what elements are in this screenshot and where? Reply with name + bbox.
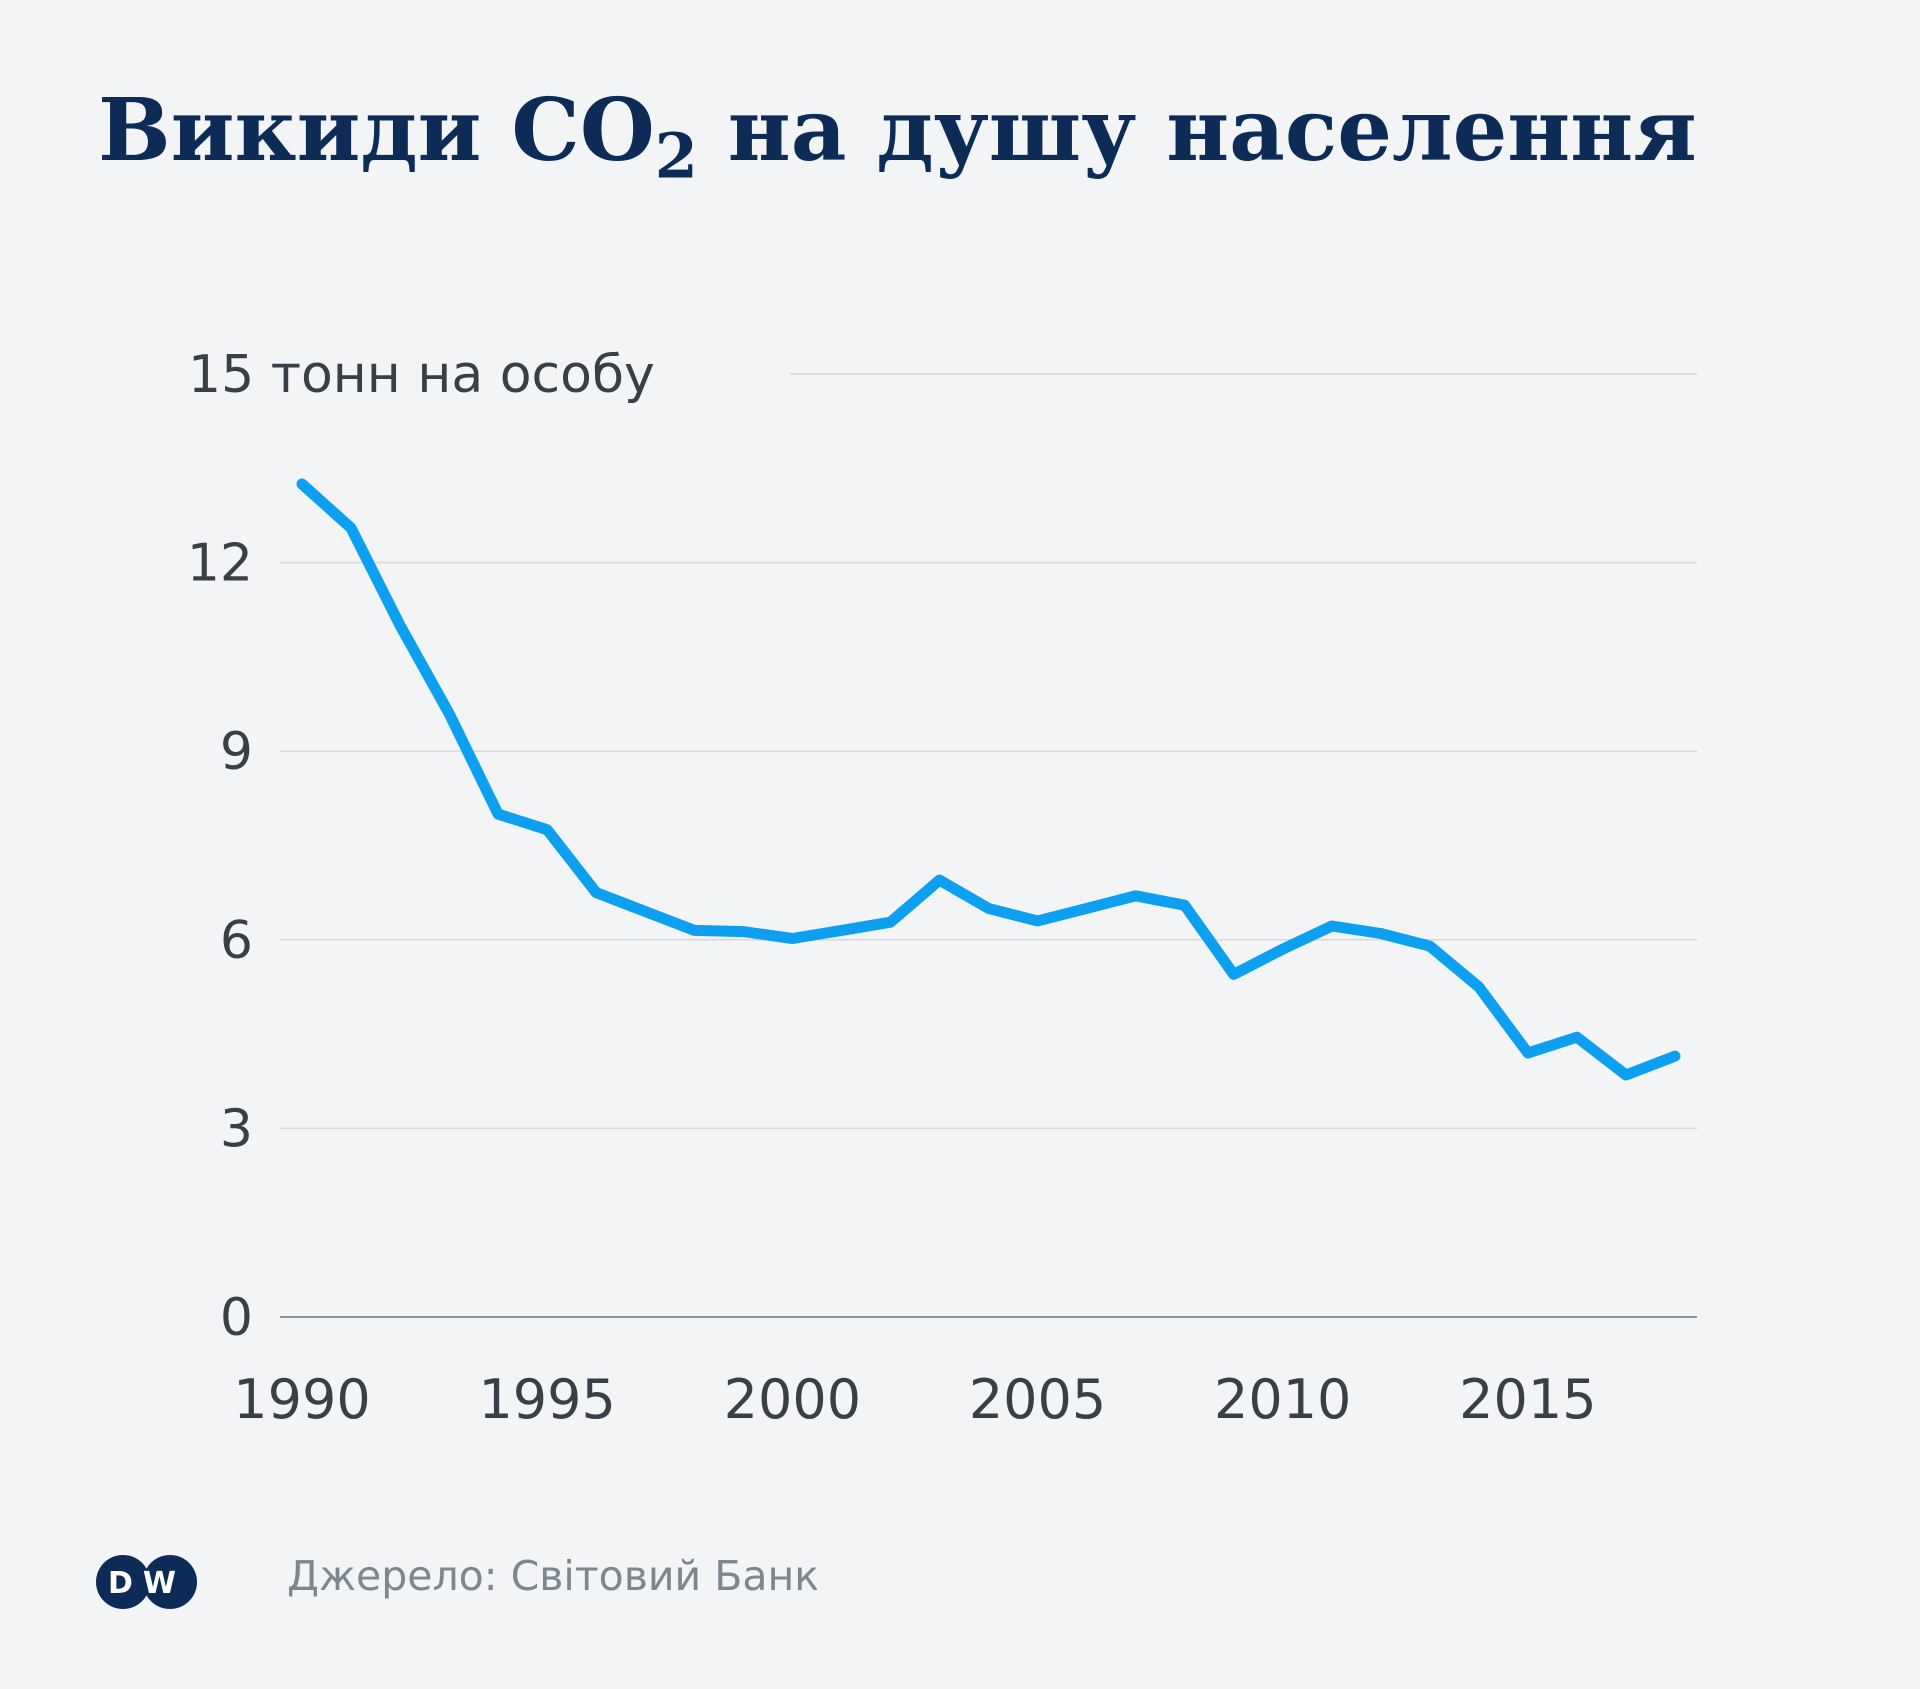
y-tick-label-3: 3 [220, 1099, 253, 1159]
y-tick-label-0: 0 [220, 1288, 253, 1348]
series-line [296, 478, 1681, 1081]
gridlines [280, 373, 1697, 1318]
y-axis-tick-labels: 15 тонн на особу 12 9 6 3 0 [187, 345, 655, 1348]
x-tick-label-1990: 1990 [233, 1368, 370, 1431]
dw-logo-icon: DW [96, 1555, 197, 1609]
source-note: Джерело: Світовий Банк [287, 1552, 820, 1600]
x-tick-label-2005: 2005 [969, 1368, 1106, 1431]
y-tick-label-15: 15 тонн на особу [188, 345, 655, 405]
series-layer [296, 478, 1681, 1081]
x-tick-label-2000: 2000 [724, 1368, 861, 1431]
x-tick-label-1995: 1995 [478, 1368, 615, 1431]
x-tick-label-2010: 2010 [1214, 1368, 1351, 1431]
y-tick-label-12: 12 [187, 534, 253, 594]
y-tick-label-9: 9 [220, 722, 253, 782]
chart-title: Викиди CO2 на душу населення [98, 80, 1697, 193]
x-axis-tick-labels: 1990 1995 2000 2005 2010 2015 [233, 1368, 1596, 1431]
y-tick-label-6: 6 [220, 911, 253, 971]
logo-text: DW [108, 1566, 186, 1601]
title-subscript: 2 [654, 119, 698, 193]
x-tick-label-2015: 2015 [1459, 1368, 1596, 1431]
